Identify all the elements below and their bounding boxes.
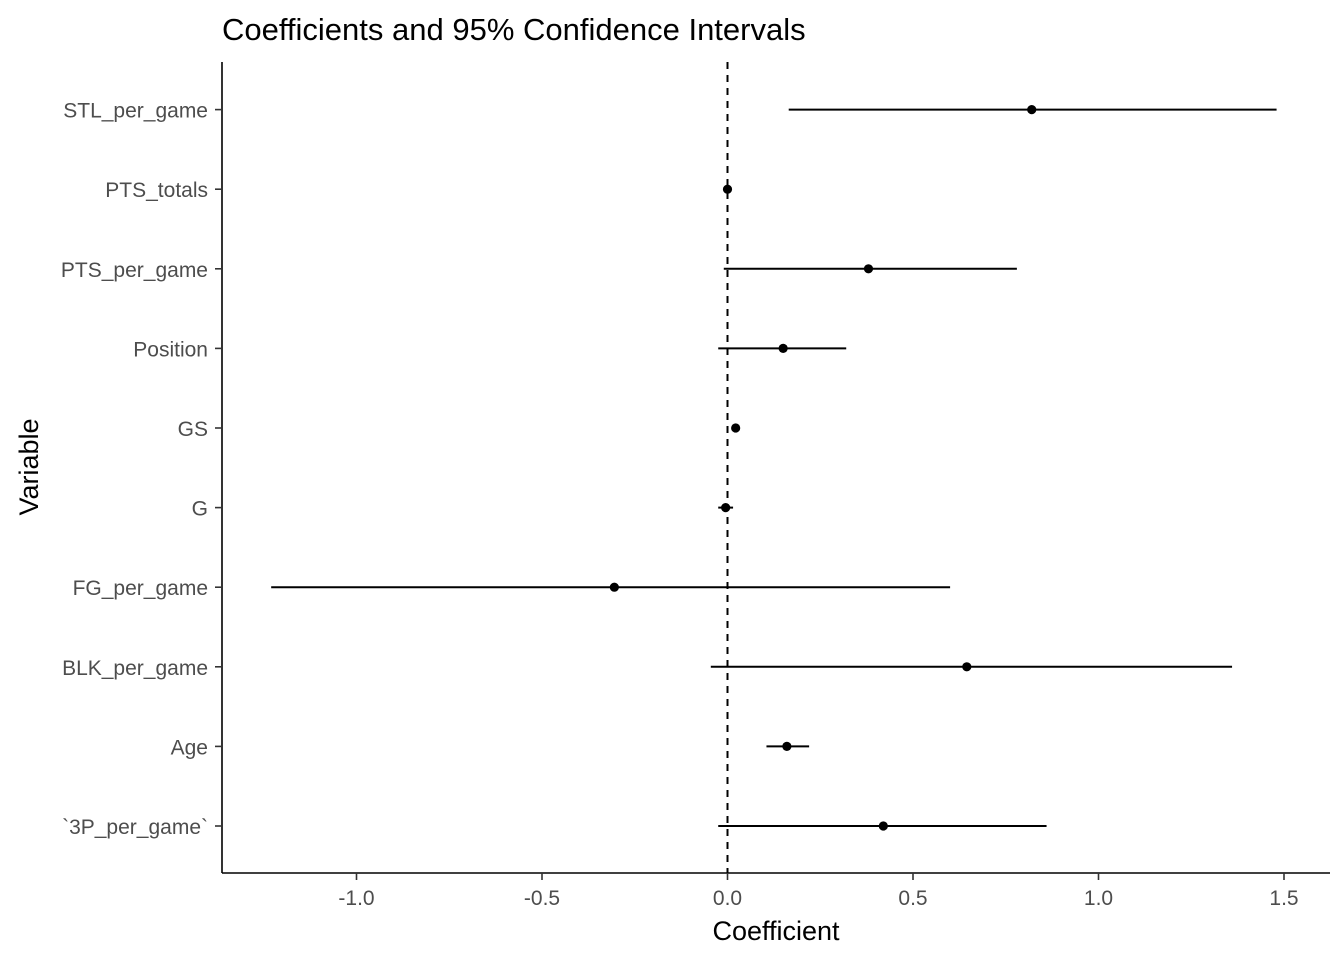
plot-area: [271, 62, 1277, 873]
estimate-point: [721, 503, 731, 513]
y-tick-label: GS: [178, 418, 208, 441]
estimate-point: [863, 264, 874, 274]
x-tick-label: -0.5: [524, 887, 560, 910]
estimate-point: [722, 184, 733, 194]
estimate-point: [778, 343, 788, 353]
chart-title: Coefficients and 95% Confidence Interval…: [222, 12, 806, 47]
y-tick-label: G: [192, 498, 208, 521]
y-tick-label: PTS_per_game: [61, 259, 208, 282]
x-tick-label: 0.0: [713, 887, 742, 910]
x-tick-label: 1.0: [1084, 887, 1113, 910]
y-axis-ticks: `3P_per_game` Age BLK_per_game FG_per_game G…: [61, 100, 222, 839]
estimate-point: [962, 662, 972, 672]
x-tick-label: 0.5: [898, 887, 927, 910]
y-tick-label: STL_per_game: [63, 100, 208, 123]
y-tick-label: Position: [133, 338, 208, 361]
x-tick-label: 1.5: [1269, 887, 1298, 910]
y-tick-label: Age: [171, 736, 208, 759]
y-tick-label: PTS_totals: [105, 179, 208, 202]
estimate-point: [782, 741, 792, 752]
estimate-point: [609, 582, 619, 592]
y-tick-label: BLK_per_game: [62, 657, 208, 680]
x-axis-ticks: -1.0 -0.5 0.0 0.5 1.0 1.5: [338, 873, 1299, 910]
estimate-point: [878, 821, 888, 831]
x-tick-label: -1.0: [338, 887, 374, 910]
estimate-point: [1027, 105, 1037, 115]
x-axis-title: Coefficient: [712, 916, 840, 946]
y-tick-label: `3P_per_game`: [62, 816, 208, 839]
estimate-point: [731, 423, 741, 433]
y-tick-label: FG_per_game: [73, 577, 208, 600]
y-axis-title: Variable: [14, 418, 44, 515]
